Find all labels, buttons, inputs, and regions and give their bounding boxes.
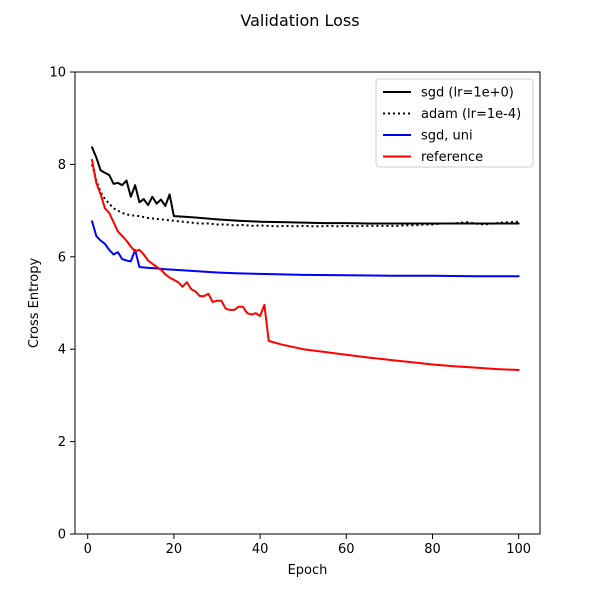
x-tick-label: 40 [252,542,269,557]
legend-label-3: reference [421,150,483,165]
x-tick-label: 100 [506,542,531,557]
legend-label-2: sgd, uni [421,129,473,144]
legend-label-1: adam (lr=1e-4) [421,107,521,122]
y-tick-label: 2 [58,435,66,450]
y-tick-label: 8 [58,158,66,173]
x-tick-label: 80 [424,542,441,557]
chart-title: Validation Loss [240,11,359,30]
y-tick-label: 6 [58,250,66,265]
x-tick-label: 60 [338,542,355,557]
y-tick-label: 4 [58,343,66,358]
y-tick-label: 0 [58,528,66,543]
y-tick-label: 10 [49,66,66,81]
series-line-2 [91,220,520,278]
legend-label-0: sgd (lr=1e+0) [421,86,514,101]
y-axis-ticks: 0 2 4 6 8 10 [49,66,75,543]
legend-box [375,78,534,168]
legend: sgd (lr=1e+0) adam (lr=1e-4) sgd, uni refer… [375,78,534,168]
x-axis-ticks: 0 20 40 60 80 100 [84,534,531,557]
y-axis-label: Cross Entropy [27,258,42,349]
x-axis-label: Epoch [288,563,328,578]
x-tick-label: 20 [166,542,183,557]
series-line-0 [91,146,520,225]
x-tick-label: 0 [84,542,92,557]
series-line-3 [91,158,520,371]
series-lines [91,146,520,371]
